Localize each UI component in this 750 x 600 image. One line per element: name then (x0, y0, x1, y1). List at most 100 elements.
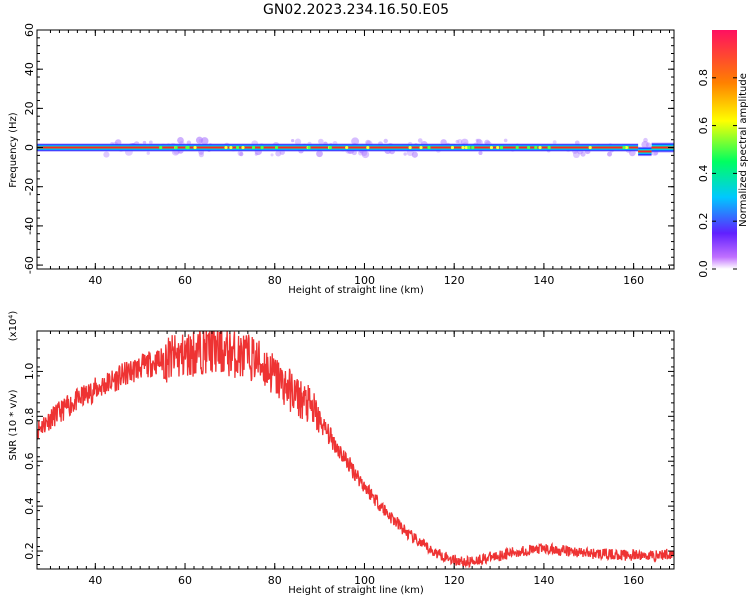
y-tick-label: 0 (23, 144, 36, 151)
band-marker (224, 145, 228, 150)
x-tick-label: 60 (178, 574, 192, 587)
y-tick-label: 0.4 (23, 497, 36, 515)
snr-series-line (37, 331, 674, 569)
x-tick-label: 100 (354, 574, 375, 587)
speckle (643, 137, 648, 143)
colorbar-label: Normalized spectral amplitude (738, 73, 749, 227)
band-marker (547, 145, 551, 150)
speckle (503, 138, 508, 143)
y-tick-label: -60 (23, 256, 36, 274)
speckle (318, 138, 324, 145)
x-tick-label: 40 (88, 274, 102, 287)
speckle (607, 151, 613, 157)
band-marker (515, 145, 519, 150)
band-marker (450, 145, 455, 150)
speckle (478, 150, 483, 156)
band-marker (307, 145, 311, 150)
spectrogram-panel: 40 60 80 100 120 140 160 -60 -40 -20 0 20 40 60 Heig… (8, 23, 675, 296)
band-marker (159, 145, 163, 150)
band-marker (251, 145, 256, 150)
band-marker (534, 145, 538, 150)
band-marker (538, 145, 542, 150)
band-marker (366, 145, 370, 150)
speckle (417, 138, 423, 143)
speckle (177, 137, 184, 144)
band-marker (185, 145, 189, 150)
colorbar-ticks: 0.0 0.2 0.4 0.6 0.8 (697, 69, 737, 278)
speckle (290, 138, 295, 143)
band-marker (526, 145, 531, 150)
speckle (195, 136, 204, 144)
y-tick-label: -40 (23, 217, 36, 235)
band-marker (241, 145, 245, 150)
speckle (475, 138, 479, 142)
speckle (403, 152, 407, 156)
x-tick-label: 160 (623, 574, 644, 587)
x-tick-label: 140 (533, 274, 554, 287)
y-tick-label: 0.6 (23, 452, 36, 470)
band-marker (174, 145, 178, 150)
band-marker (461, 145, 465, 150)
band-marker (193, 145, 197, 150)
snr-x-label: Height of straight line (km) (288, 585, 424, 596)
speckle (239, 152, 244, 157)
y-tick-label: -20 (23, 178, 36, 196)
x-tick-label: 60 (178, 274, 192, 287)
spectrogram-y-axis: -60 -40 -20 0 20 40 60 (23, 23, 674, 274)
speckle (580, 151, 586, 157)
speckle (552, 140, 557, 145)
spectrogram-band (37, 136, 674, 159)
band-marker (419, 145, 423, 150)
y-tick-label: 0.8 (23, 408, 36, 426)
y-tick-label: 60 (23, 23, 36, 37)
band-marker (499, 145, 504, 150)
band-marker (260, 145, 264, 150)
speckle (294, 138, 302, 145)
speckle (455, 139, 460, 144)
colorbar-tick-label: 0.8 (697, 69, 710, 87)
snr-panel: 40 60 80 100 120 140 160 0.2 0.4 0.6 0.8 1.0 Heigh… (8, 311, 675, 596)
x-tick-label: 120 (444, 274, 465, 287)
colorbar-gradient (712, 30, 737, 269)
band-marker (489, 145, 494, 150)
band-marker (328, 145, 332, 150)
speckle (146, 151, 150, 155)
band-marker (274, 145, 279, 150)
band-marker (471, 145, 475, 150)
x-tick-label: 120 (444, 574, 465, 587)
y-tick-label: 1.0 (23, 363, 36, 381)
x-tick-label: 140 (533, 574, 554, 587)
speckle (103, 151, 110, 158)
speckle (148, 140, 153, 145)
x-tick-label: 100 (354, 274, 375, 287)
speckle (411, 151, 418, 158)
x-tick-label: 40 (88, 574, 102, 587)
y-tick-label: 40 (23, 62, 36, 76)
colorbar-tick-label: 0.4 (697, 165, 710, 183)
x-tick-label: 80 (268, 274, 282, 287)
speckle (383, 138, 388, 144)
band-marker (588, 145, 592, 150)
band-marker (427, 145, 431, 150)
x-tick-label: 160 (623, 274, 644, 287)
figure-title: GN02.2023.234.16.50.E05 (263, 2, 449, 18)
speckle (476, 138, 482, 145)
spectrogram-x-axis: 40 60 80 100 120 140 160 (49, 30, 671, 287)
spectrogram-x-label: Height of straight line (km) (288, 285, 424, 296)
band-marker (467, 145, 471, 150)
band-marker (622, 145, 626, 150)
band-marker (464, 145, 468, 150)
speckle (351, 137, 360, 146)
snr-y-multiplier: (x10⁴) (8, 311, 19, 342)
x-tick-label: 80 (268, 574, 282, 587)
colorbar: 0.0 0.2 0.4 0.6 0.8 Normalized spectral ampl… (697, 30, 749, 278)
band-marker (229, 145, 233, 150)
colorbar-tick-label: 0.0 (697, 260, 710, 278)
colorbar-tick-label: 0.2 (697, 212, 710, 230)
y-tick-label: 0.2 (23, 542, 36, 560)
band-marker (235, 145, 240, 150)
band-marker (408, 145, 412, 150)
speckle (316, 150, 323, 158)
band-marker (345, 145, 349, 150)
